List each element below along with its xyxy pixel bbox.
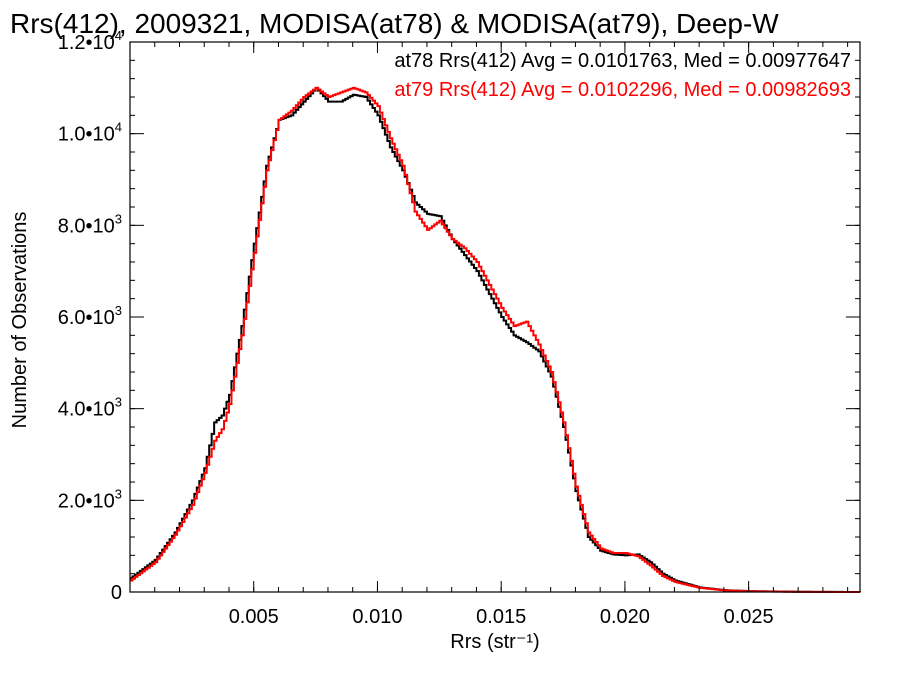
- plot-frame: [129, 41, 861, 593]
- x-tick-label: 0.020: [600, 606, 650, 628]
- legend-entry-at79: at79 Rrs(412) Avg = 0.0102296, Med = 0.0…: [394, 79, 851, 101]
- y-tick-label: 0: [111, 582, 122, 604]
- y-tick-label: 1.0•104: [58, 120, 122, 146]
- axes: 0.005 0.010 0.015 0.020 0.025 0 2.0•103 4.0•103…: [58, 28, 861, 628]
- x-tick-label: 0.005: [229, 606, 279, 628]
- chart-title: Rrs(412), 2009321, MODISA(at78) & MODISA…: [10, 8, 779, 39]
- x-tick-label: 0.015: [476, 606, 526, 628]
- y-tick-label: 8.0•103: [58, 211, 122, 237]
- series-at79-line: [130, 86, 861, 593]
- legend-entry-at78: at78 Rrs(412) Avg = 0.0101763, Med = 0.0…: [394, 50, 851, 72]
- y-axis-label: Number of Observations: [9, 212, 31, 429]
- x-tick-label: 0.025: [724, 606, 774, 628]
- y-tick-label: 1.2•104: [58, 28, 122, 54]
- y-tick-label: 2.0•103: [58, 486, 122, 512]
- y-tick-label: 6.0•103: [58, 303, 122, 329]
- series-layer: [130, 86, 861, 593]
- y-tick-label: 4.0•103: [58, 395, 122, 421]
- series-at78-line: [130, 86, 861, 593]
- x-axis-label: Rrs (str⁻¹): [450, 631, 539, 653]
- x-tick-label: 0.010: [352, 606, 402, 628]
